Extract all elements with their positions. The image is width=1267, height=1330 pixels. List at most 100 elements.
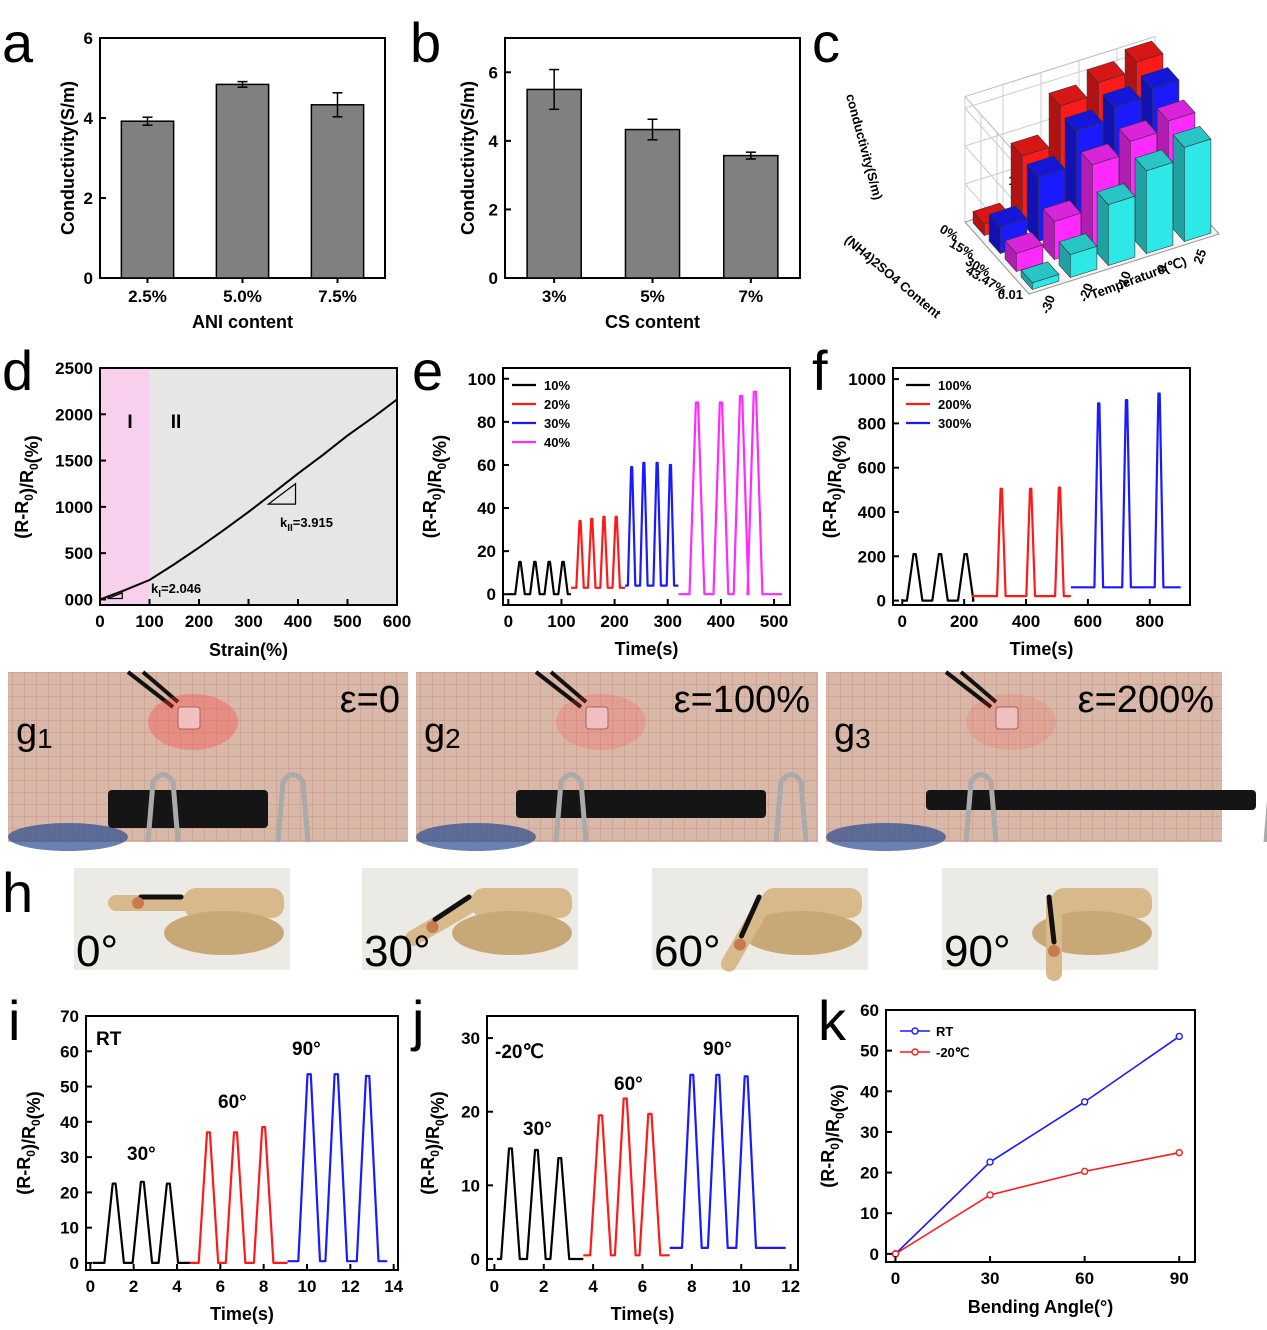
y-label: 40 bbox=[60, 1113, 79, 1132]
bar3d-top bbox=[988, 205, 1028, 228]
y-tick-label: -10 bbox=[1114, 269, 1135, 292]
hydrogel-strip bbox=[926, 790, 1256, 810]
bar3d-top bbox=[1134, 149, 1174, 172]
region-label-II: II bbox=[171, 412, 182, 433]
finger bbox=[405, 895, 482, 946]
y-label: 200 bbox=[858, 547, 886, 566]
legend-label: 300% bbox=[938, 416, 972, 431]
bend-angle-label: 0° bbox=[76, 927, 118, 976]
legend-label: 10% bbox=[544, 378, 570, 393]
x-label: 0 bbox=[891, 1269, 900, 1288]
x-axis-title: (NH4)2SO4 Content bbox=[842, 232, 945, 321]
bar bbox=[526, 88, 582, 279]
y-label: 800 bbox=[858, 414, 886, 433]
x-label: 400 bbox=[1012, 612, 1040, 631]
chart-i: 0 2 4 6 8 10 12 14 0 10 20 30 40 50 60 70 Time(s) (R-R0)/… bbox=[14, 1007, 404, 1324]
y-axis-title: (R-R0)/R0(%) bbox=[418, 1091, 448, 1194]
legend-marker bbox=[911, 1048, 919, 1056]
bar3d-top bbox=[1118, 120, 1158, 142]
strain-label: ε=200% bbox=[1078, 679, 1214, 721]
bar bbox=[310, 104, 365, 279]
series-40% bbox=[678, 390, 782, 596]
bar3d-front bbox=[1146, 161, 1174, 254]
bar3d-top bbox=[1064, 109, 1104, 131]
legend-label: 20% bbox=[544, 397, 570, 412]
x-label: 600 bbox=[383, 612, 411, 631]
hand-palm bbox=[472, 888, 572, 918]
y-label: 4 bbox=[489, 132, 499, 151]
annotation: RT bbox=[96, 1029, 122, 1050]
led bbox=[585, 706, 609, 730]
legend-label: 200% bbox=[938, 397, 972, 412]
strain-label: ε=0 bbox=[340, 679, 400, 721]
bar3d-front bbox=[1108, 195, 1136, 266]
x-label: 800 bbox=[1136, 612, 1164, 631]
y-label: 50 bbox=[60, 1078, 79, 1097]
bend-angle-label: 90° bbox=[944, 927, 1011, 976]
panel-letter-d: d bbox=[2, 339, 33, 402]
clamp-right bbox=[773, 772, 809, 843]
x-label: 300 bbox=[234, 612, 262, 631]
x-label: 90 bbox=[1170, 1269, 1189, 1288]
hand-fingers bbox=[452, 911, 572, 955]
clamp-left bbox=[963, 772, 999, 843]
y-axis-title: (R-R0)/R0(%) bbox=[12, 435, 42, 538]
y-label: 80 bbox=[477, 413, 496, 432]
led-wire bbox=[126, 670, 175, 709]
slope-triangle-I bbox=[107, 592, 123, 600]
slope-label-I: kI=2.046 bbox=[151, 581, 201, 600]
panel-letter-j: j bbox=[410, 989, 424, 1052]
bar3d-top bbox=[1172, 126, 1212, 148]
hand-fingers bbox=[742, 911, 862, 955]
x-label: 100 bbox=[135, 612, 163, 631]
chart-b: 3% 5% 7% 0 2 4 6 CS content Conductivity(S/m) bbox=[458, 37, 801, 332]
annotation: -20℃ bbox=[495, 1042, 544, 1063]
copper-tape bbox=[1048, 945, 1060, 957]
x-label: 10 bbox=[298, 1277, 317, 1296]
region-II bbox=[149, 368, 397, 605]
chart-f: 0 200 400 600 800 0 200 400 600 800 1000 Time(s) (R-… bbox=[820, 367, 1191, 659]
y-label: 2500 bbox=[55, 359, 93, 378]
panel-letter-f: f bbox=[812, 339, 828, 402]
y-axis-title: Conductivity(S/m) bbox=[458, 81, 478, 235]
x-label: 200 bbox=[600, 612, 628, 631]
x-label: 4 bbox=[588, 1277, 598, 1296]
finger bbox=[721, 895, 772, 972]
x-label: 500 bbox=[333, 612, 361, 631]
legend-label: 30% bbox=[544, 416, 570, 431]
y-label: 6 bbox=[84, 29, 93, 48]
bar3d-front bbox=[1184, 138, 1212, 242]
point bbox=[1080, 1167, 1089, 1176]
y-axis-title: Conductivity(S/m) bbox=[58, 81, 78, 235]
y-axis-title: (R-R0)/R0(%) bbox=[14, 1091, 44, 1194]
series-100% bbox=[902, 553, 975, 602]
x-tick-label: 5% bbox=[640, 287, 665, 306]
plot-frame bbox=[892, 367, 1191, 606]
sensor-strip bbox=[1046, 894, 1057, 945]
y-label: 30 bbox=[860, 1123, 879, 1142]
bar3d-top bbox=[1042, 200, 1082, 222]
x-label: 100 bbox=[547, 612, 575, 631]
series-300% bbox=[1070, 392, 1181, 589]
y-label: 0 bbox=[70, 1254, 79, 1273]
photos-h: 0° 30° 60° 90° bbox=[74, 868, 1158, 981]
y-tick-label: 0 bbox=[1153, 262, 1170, 274]
copper-tape bbox=[734, 938, 746, 951]
bar3d-top bbox=[1124, 40, 1164, 63]
x-label: 6 bbox=[216, 1277, 225, 1296]
panel-letter-b: b bbox=[410, 11, 441, 74]
grid-line bbox=[964, 47, 1156, 109]
led-wire bbox=[944, 670, 993, 709]
bar3d-top bbox=[1102, 85, 1142, 108]
series-20% bbox=[571, 515, 626, 589]
bar3d-top bbox=[1026, 155, 1066, 178]
hydrogel-strip bbox=[108, 790, 268, 828]
y-tick-label: 25 bbox=[1190, 247, 1209, 266]
y-label: 50 bbox=[860, 1042, 879, 1061]
strain-label: ε=100% bbox=[674, 679, 810, 721]
point bbox=[986, 1191, 994, 1199]
y-label: 20 bbox=[461, 1103, 480, 1122]
y-axis-title: (R-R0)/R0(%) bbox=[818, 1084, 848, 1187]
hand-fingers bbox=[164, 911, 284, 955]
